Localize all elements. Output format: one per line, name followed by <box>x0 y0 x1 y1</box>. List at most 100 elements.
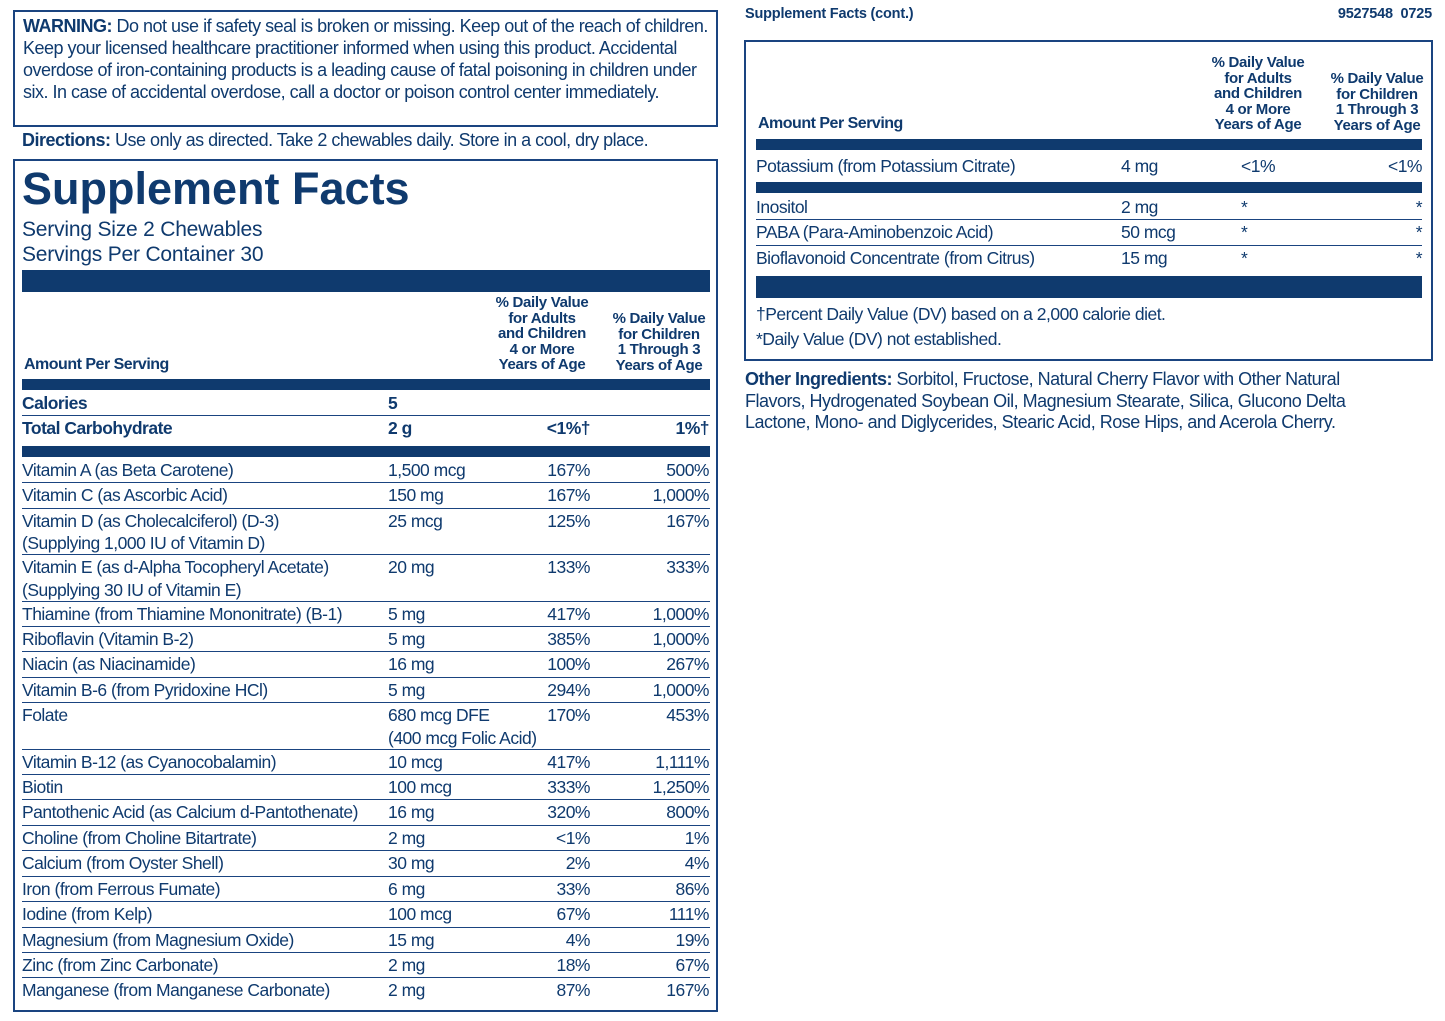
facts-row: Manganese (from Manganese Carbonate) 2 mg… <box>22 978 710 1002</box>
amount-cell: 6 mg <box>388 877 530 901</box>
nutrient-name: Manganese (from Manganese Carbonate) <box>22 980 330 1001</box>
dv-adults-cell: * <box>1241 195 1341 219</box>
header-line: 4 or More <box>509 340 575 358</box>
amount: 10 mcg <box>388 751 443 772</box>
name-cell: Vitamin E (as d-Alpha Tocopheryl Acetate… <box>22 555 388 600</box>
amount: 16 mg <box>388 654 435 675</box>
dv-children: 1,111% <box>655 751 709 772</box>
dv-adults: * <box>1241 222 1248 243</box>
dv-children: 267% <box>666 654 709 675</box>
name-cell: Calcium (from Oyster Shell) <box>22 851 388 875</box>
header-amount: Amount Per Serving <box>24 356 169 373</box>
dv-adults: 2% <box>565 853 591 874</box>
dv-adults: 417% <box>547 603 590 624</box>
name-cell: Potassium (from Potassium Citrate) <box>756 154 1121 178</box>
nutrient-name: Zinc (from Zinc Carbonate) <box>22 954 219 975</box>
name-cell: Folate <box>22 703 388 748</box>
name-cell: Calories <box>22 391 388 415</box>
facts-row: Vitamin B-12 (as Cyanocobalamin) 10 mcg 41… <box>22 750 710 776</box>
facts-row: Total Carbohydrate 2 g <1%† 1%† <box>22 416 710 440</box>
amount: 100 mcg <box>388 777 452 798</box>
amount: 680 mcg DFE <box>388 705 490 726</box>
thick-rule <box>756 276 1422 298</box>
dv-adults: 18% <box>556 954 590 975</box>
dv-children: <1% <box>1387 156 1423 176</box>
dv-adults-cell: 333% <box>530 775 590 799</box>
cont-rows: Inositol 2 mg * * PABA (Para-Aminobenzoic Ac… <box>756 195 1423 270</box>
facts-row: Zinc (from Zinc Carbonate) 2 mg 18% 67% <box>22 953 710 979</box>
facts-row: Vitamin C (as Ascorbic Acid) 150 mg 167% 1,… <box>22 483 710 509</box>
amount-cell: 5 mg <box>388 627 530 651</box>
nutrient-name: Thiamine (from Thiamine Mononitrate) (B-… <box>22 603 343 624</box>
nutrient-name: Niacin (as Niacinamide) <box>22 654 196 675</box>
dv-adults: 133% <box>547 557 590 578</box>
dv-adults-cell: 133% <box>530 555 590 600</box>
dv-adults-cell <box>530 391 590 415</box>
name-cell: Iodine (from Kelp) <box>22 902 388 926</box>
dv-children: * <box>1415 197 1423 217</box>
dv-children-cell: 1,000% <box>590 483 710 507</box>
dv-children: 19% <box>675 929 709 950</box>
dv-adults-cell: <1% <box>530 826 591 850</box>
facts-row: Pantothenic Acid (as Calcium d-Pantothen… <box>22 800 710 826</box>
amount-cell: 5 mg <box>388 678 530 702</box>
facts-row: Vitamin A (as Beta Carotene) 1,500 mcg 167… <box>22 458 710 484</box>
dv-children-cell: 1,111% <box>590 750 709 774</box>
dv-adults: * <box>1241 247 1248 268</box>
nutrient-name: Total Carbohydrate <box>22 418 173 439</box>
footnote: *Daily Value (DV) not established. <box>756 329 1002 349</box>
facts-row: Calories 5 <box>22 391 710 417</box>
dv-children-cell: 1% <box>590 826 710 850</box>
amount-cell: 16 mg <box>388 800 530 824</box>
amount-cell: 50 mcg <box>1121 220 1241 244</box>
header-line: Years of Age <box>498 356 586 373</box>
dv-children-cell: * <box>1341 220 1423 244</box>
cont-rows-top: Potassium (from Potassium Citrate) 4 mg <1… <box>756 154 1423 178</box>
warning-box: WARNING: Do not use if safety seal is br… <box>13 10 718 127</box>
amount-cell: 15 mg <box>1121 246 1241 270</box>
dv-children-cell: 86% <box>590 877 709 901</box>
dv-adults-cell: 18% <box>530 953 590 977</box>
amount: 50 mcg <box>1121 222 1176 243</box>
nutrient-name: PABA (Para-Aminobenzoic Acid) <box>756 222 994 243</box>
dv-children-cell: 1,000% <box>590 678 710 702</box>
dv-children-cell: 500% <box>590 458 709 482</box>
dv-adults-cell: 2% <box>530 851 591 875</box>
nutrient-name: Biotin <box>22 777 63 798</box>
header-line: and Children <box>1213 85 1303 102</box>
dv-children-cell: 1%† <box>590 416 709 440</box>
dv-adults: 167% <box>547 485 590 506</box>
dv-adults: 320% <box>547 802 590 823</box>
thick-rule <box>756 139 1422 150</box>
amount: 2 mg <box>388 827 425 848</box>
amount: 2 mg <box>1121 197 1158 217</box>
facts-box: Supplement Facts Serving Size 2 Chewable… <box>13 159 718 1012</box>
name-cell: Bioflavonoid Concentrate (from Citrus) <box>756 246 1121 270</box>
amount-cell: 16 mg <box>388 652 530 676</box>
dv-children-cell: 453% <box>590 703 709 748</box>
dv-adults: * <box>1241 197 1248 217</box>
name-cell: Vitamin D (as Cholecalciferol) (D-3) (Sup… <box>22 509 388 554</box>
cont-title: Supplement Facts (cont.) <box>745 6 914 22</box>
header-line: for Children <box>618 325 700 343</box>
facts-row: Vitamin B-6 (from Pyridoxine HCl) 5 mg 294… <box>22 678 710 704</box>
thick-rule <box>22 379 710 390</box>
dv-adults-cell: <1%† <box>530 416 591 440</box>
dv-adults: <1% <box>1241 156 1276 176</box>
name-cell: Vitamin B-6 (from Pyridoxine HCl) <box>22 678 388 702</box>
product-code: 9527548 0725 <box>1337 6 1432 22</box>
dv-adults: <1% <box>555 827 591 848</box>
other-ingredients-text: Sorbitol, Fructose, Natural Cherry Flavo… <box>745 369 1346 432</box>
dv-adults: 87% <box>556 980 590 1001</box>
facts-row: Biotin 100 mcg 333% 1,250% <box>22 775 710 801</box>
dv-children: 800% <box>666 802 709 823</box>
dv-children-cell: 267% <box>590 652 709 676</box>
nutrient-name: Vitamin B-12 (as Cyanocobalamin) <box>22 751 277 772</box>
amount-cell: 2 mg <box>388 978 530 1002</box>
dv-children-cell: * <box>1341 195 1423 219</box>
facts-row: Bioflavonoid Concentrate (from Citrus) 15… <box>756 246 1423 270</box>
nutrient-name: Vitamin C (as Ascorbic Acid) <box>22 485 228 506</box>
amount: 100 mcg <box>388 904 452 925</box>
name-cell: Iron (from Ferrous Fumate) <box>22 877 388 901</box>
header-line: for Children <box>1336 85 1418 103</box>
